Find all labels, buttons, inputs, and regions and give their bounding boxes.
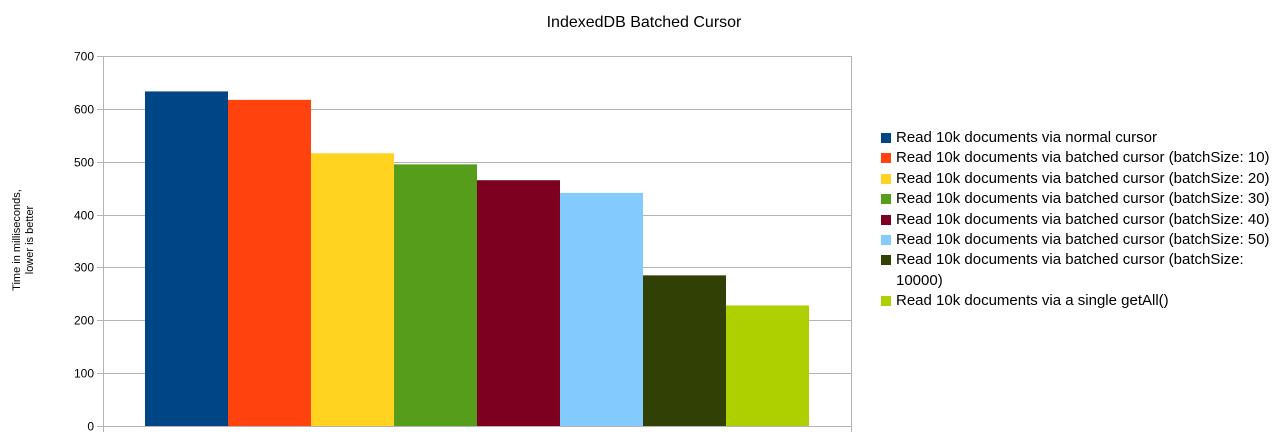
legend-swatch-7 [881, 255, 891, 266]
bar-7 [643, 275, 726, 426]
legend-item-3: Read 10k documents via batched cursor (b… [881, 169, 1281, 189]
y-tick-label-100: 100 [74, 367, 94, 381]
legend-label-1: Read 10k documents via normal cursor [896, 129, 1157, 146]
legend-label-7: Read 10k documents via batched cursor (b… [896, 251, 1244, 289]
y-tick-label-300: 300 [74, 261, 94, 275]
legend-swatch-8 [881, 296, 891, 307]
legend-label-6: Read 10k documents via batched cursor (b… [896, 231, 1270, 249]
legend-item-7: Read 10k documents via batched cursor (b… [881, 250, 1281, 291]
legend-swatch-6 [881, 235, 891, 246]
legend-swatch-4 [881, 194, 891, 205]
legend-item-6: Read 10k documents via batched cursor (b… [881, 230, 1281, 250]
bar-1 [145, 91, 228, 427]
y-tick-label-700: 700 [74, 50, 94, 64]
y-tick-label-600: 600 [74, 103, 94, 117]
bar-2 [228, 99, 311, 426]
bar-8 [726, 305, 809, 426]
y-tick-label-0: 0 [87, 420, 94, 434]
plot-area: 0 100 200 300 400 500 600 700 [74, 50, 852, 434]
legend-swatch-2 [881, 153, 891, 164]
y-tick-label-500: 500 [74, 156, 94, 170]
legend-item-2: Read 10k documents via batched cursor (b… [881, 148, 1281, 168]
chart-title: IndexedDB Batched Cursor [546, 14, 742, 31]
legend-swatch-5 [881, 214, 891, 225]
legend-label-4: Read 10k documents via batched cursor (b… [896, 190, 1270, 208]
legend-item-8: Read 10k documents via a single getAll() [881, 291, 1281, 311]
y-tick-label-400: 400 [74, 209, 94, 223]
legend-label-8: Read 10k documents via a single getAll() [896, 292, 1169, 310]
bar-4 [394, 164, 477, 426]
bar-6 [560, 192, 643, 426]
legend-label-2: Read 10k documents via batched cursor (b… [896, 149, 1270, 167]
legend-swatch-3 [881, 173, 891, 184]
bar-5 [477, 180, 560, 426]
legend: Read 10k documents via normal cursor Read… [881, 128, 1281, 312]
legend-label-3: Read 10k documents via batched cursor (b… [896, 169, 1270, 187]
axes: 0 100 200 300 400 500 600 700 [74, 50, 852, 434]
legend-item-1: Read 10k documents via normal cursor [881, 128, 1281, 148]
y-tick-label-200: 200 [74, 314, 94, 328]
bars [145, 91, 809, 427]
legend-label-5: Read 10k documents via batched cursor (b… [896, 210, 1270, 228]
bar-3 [311, 153, 394, 426]
legend-item-5: Read 10k documents via batched cursor (b… [881, 210, 1281, 230]
legend-item-4: Read 10k documents via batched cursor (b… [881, 189, 1281, 209]
legend-swatch-1 [881, 133, 891, 143]
